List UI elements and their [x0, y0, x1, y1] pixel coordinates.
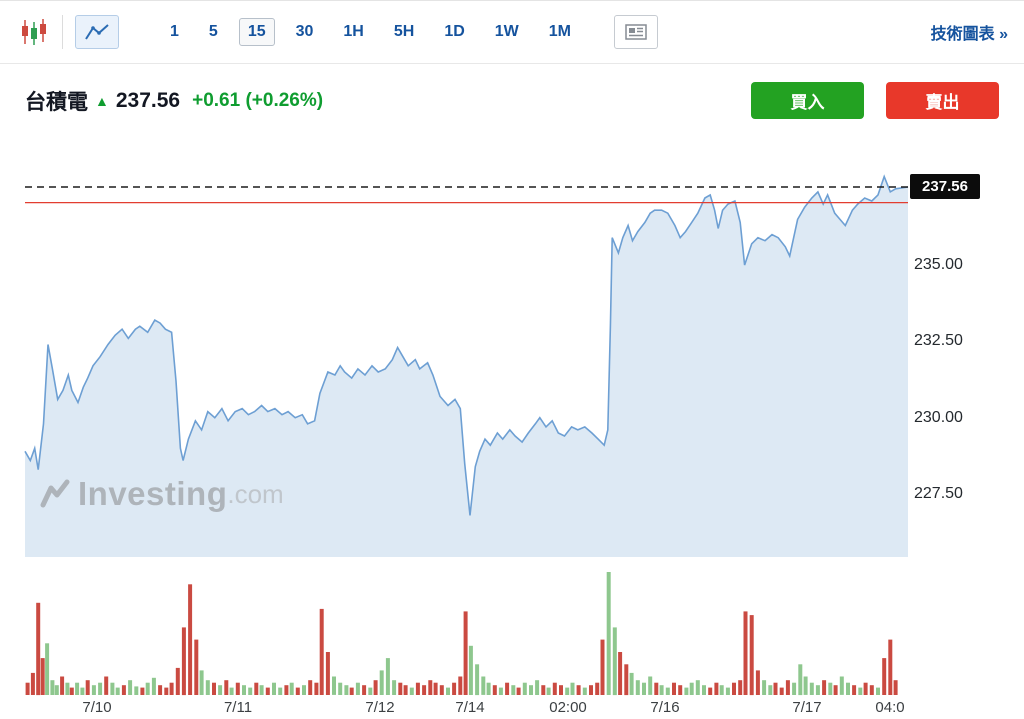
line-chart-icon[interactable]: [75, 15, 119, 49]
timeframe-1w[interactable]: 1W: [494, 23, 519, 40]
y-axis-label: 230.00: [914, 408, 963, 426]
x-axis-label: 7/16: [650, 699, 680, 716]
timeframe-group: 1 5 15 30 1H 5H 1D 1W 1M: [155, 18, 586, 46]
line-chart-glyph: [85, 24, 109, 40]
timeframe-15[interactable]: 15: [238, 18, 275, 46]
buy-button[interactable]: 買入: [751, 82, 864, 119]
investing-logo-icon: [40, 479, 70, 508]
timeframe-1[interactable]: 1: [170, 23, 179, 40]
sell-button[interactable]: 賣出: [886, 82, 999, 119]
x-axis-label: 7/14: [455, 699, 485, 716]
candlestick-glyph: [22, 19, 46, 45]
technical-chart-link[interactable]: 技術圖表 »: [930, 26, 1008, 43]
timeframe-1m[interactable]: 1M: [548, 23, 571, 40]
news-glyph: [625, 24, 647, 40]
instrument-name: 台積電: [25, 90, 88, 114]
y-axis-label: 232.50: [914, 332, 963, 350]
toolbar-divider: [62, 15, 63, 49]
candlestick-chart-icon[interactable]: [16, 15, 52, 49]
x-axis-label: 7/10: [82, 699, 112, 716]
chart-region[interactable]: Investing .com 237.56 235.00 232.50 230.00 2…: [0, 137, 1024, 719]
timeframe-5[interactable]: 5: [208, 23, 218, 40]
x-axis-label: 02:00: [549, 699, 587, 716]
investing-watermark: Investing .com: [40, 475, 284, 513]
timeframe-1d[interactable]: 1D: [444, 23, 465, 40]
x-axis-label: 04:0: [875, 699, 905, 716]
volume-bars: [25, 572, 898, 696]
current-price-badge: 237.56: [910, 174, 980, 199]
instrument-header: 台積電 ▲ 237.56 +0.61 (+0.26%) 買入 賣出: [0, 64, 1024, 137]
chart-toolbar: 1 5 15 30 1H 5H 1D 1W 1M 技術圖表 »: [0, 1, 1024, 64]
x-axis-label: 7/12: [365, 699, 395, 716]
last-price: 237.56: [115, 88, 181, 112]
watermark-suffix-text: .com: [227, 478, 284, 509]
y-axis-label: 235.00: [914, 256, 963, 274]
timeframe-30[interactable]: 30: [295, 23, 314, 40]
x-axis-label: 7/17: [792, 699, 822, 716]
up-arrow-icon: ▲: [95, 92, 109, 109]
price-line: [24, 174, 909, 516]
x-axis-label: 7/11: [223, 699, 253, 716]
news-panel-icon[interactable]: [614, 15, 658, 49]
price-change: +0.61 (+0.26%): [192, 89, 324, 111]
y-axis-label: 227.50: [914, 485, 963, 503]
watermark-main-text: Investing: [78, 475, 228, 512]
timeframe-5h[interactable]: 5H: [393, 23, 415, 40]
price-chart-canvas[interactable]: [0, 137, 1024, 719]
timeframe-1h[interactable]: 1H: [343, 23, 364, 40]
price-area-fill: [25, 176, 908, 557]
